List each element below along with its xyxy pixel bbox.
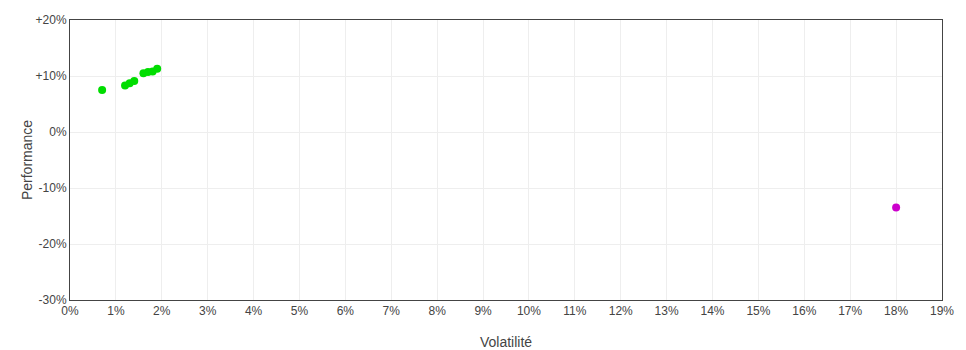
svg-text:0%: 0%	[61, 304, 79, 318]
svg-text:1%: 1%	[107, 304, 125, 318]
svg-text:6%: 6%	[337, 304, 355, 318]
svg-text:19%: 19%	[930, 304, 954, 318]
svg-text:Volatilité: Volatilité	[480, 334, 532, 350]
svg-text:4%: 4%	[245, 304, 263, 318]
svg-text:15%: 15%	[746, 304, 770, 318]
svg-text:8%: 8%	[428, 304, 446, 318]
svg-text:16%: 16%	[792, 304, 816, 318]
svg-text:12%: 12%	[609, 304, 633, 318]
svg-text:0%: 0%	[49, 125, 67, 139]
svg-text:10%: 10%	[517, 304, 541, 318]
svg-text:5%: 5%	[291, 304, 309, 318]
svg-text:7%: 7%	[383, 304, 401, 318]
svg-text:9%: 9%	[474, 304, 492, 318]
svg-text:14%: 14%	[701, 304, 725, 318]
svg-text:11%: 11%	[563, 304, 586, 318]
svg-text:+20%: +20%	[36, 13, 67, 27]
svg-text:13%: 13%	[655, 304, 679, 318]
svg-text:-20%: -20%	[39, 237, 67, 251]
svg-text:-10%: -10%	[39, 181, 67, 195]
svg-text:Performance: Performance	[19, 120, 35, 200]
svg-text:3%: 3%	[199, 304, 217, 318]
svg-text:17%: 17%	[838, 304, 862, 318]
svg-text:+10%: +10%	[36, 69, 67, 83]
svg-text:-30%: -30%	[39, 293, 67, 307]
svg-text:18%: 18%	[884, 304, 908, 318]
svg-text:2%: 2%	[153, 304, 171, 318]
